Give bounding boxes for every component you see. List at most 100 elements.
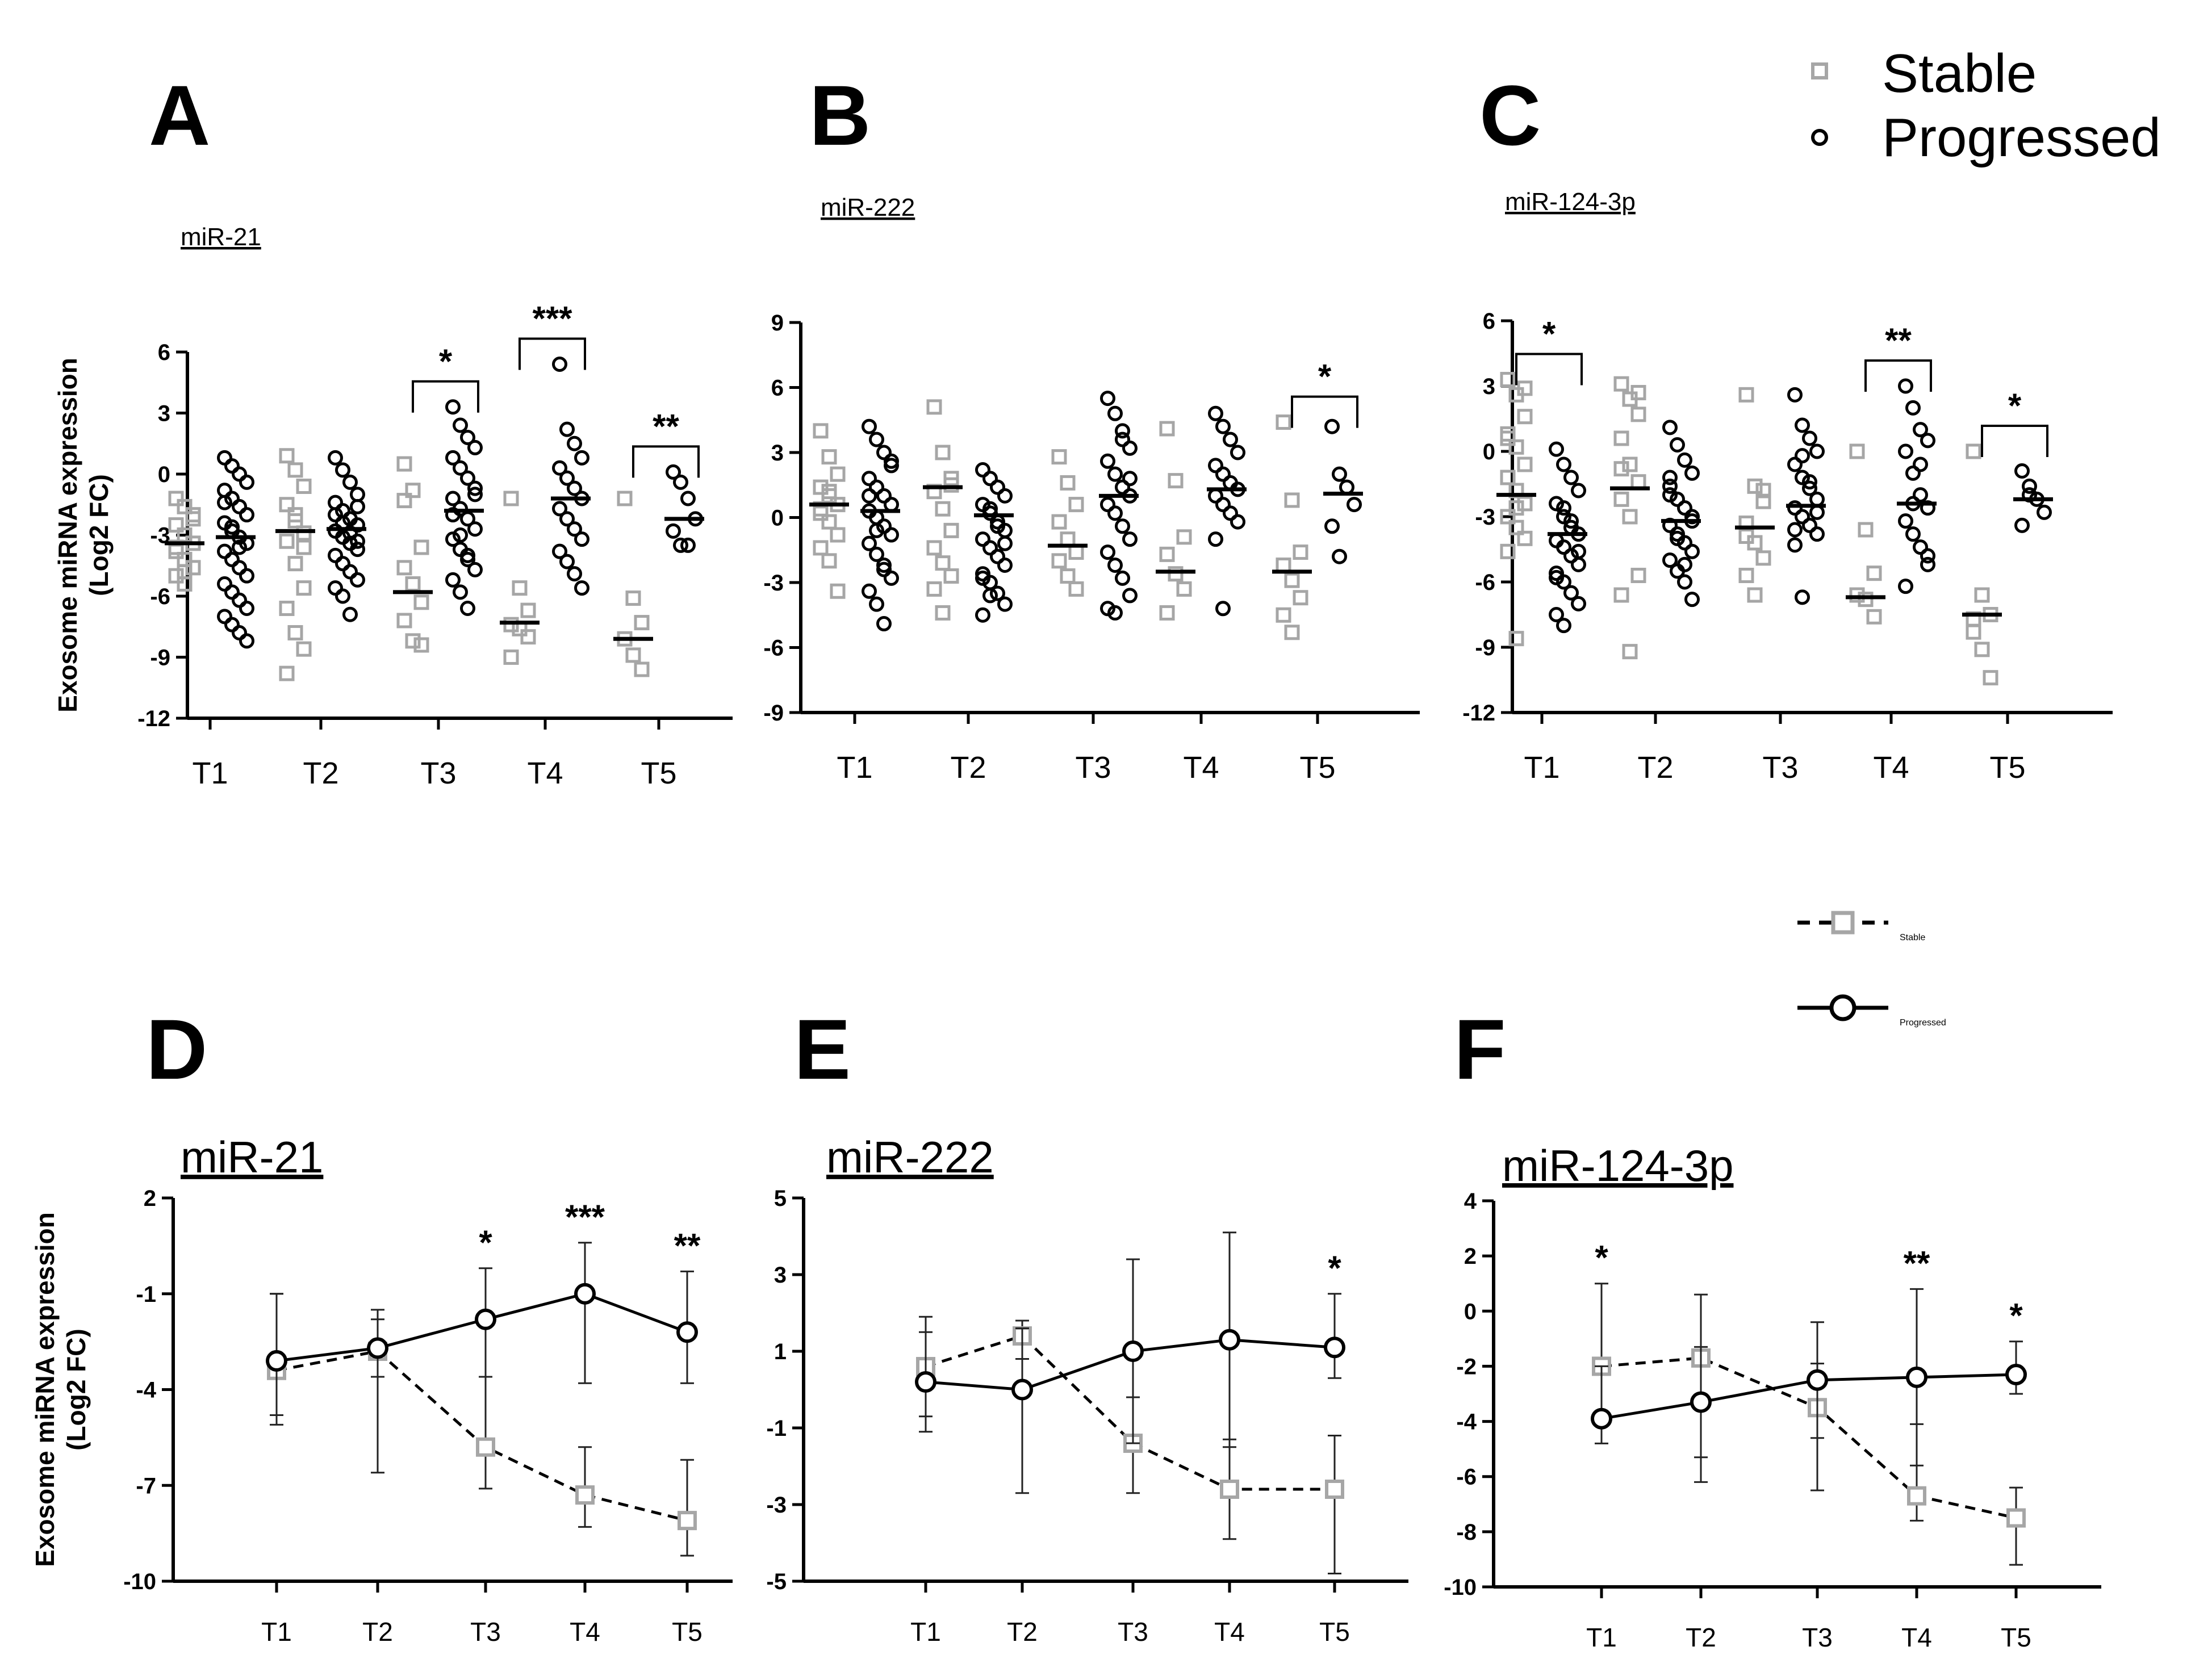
point-progressed <box>1684 592 1700 608</box>
point-progressed <box>876 488 892 504</box>
point-progressed <box>1662 470 1678 485</box>
point-progressed <box>335 462 350 478</box>
point-stable <box>1849 443 1865 459</box>
point-progressed <box>574 531 589 547</box>
y-tick-label: -12 <box>1462 701 1495 726</box>
point-stable <box>1060 531 1076 547</box>
point-progressed <box>559 511 575 527</box>
point-stable <box>1276 557 1291 573</box>
point-stable <box>512 580 528 596</box>
point-progressed <box>1208 458 1223 474</box>
point-progressed <box>467 439 483 455</box>
point-stable <box>1500 372 1516 387</box>
point-stable <box>821 449 837 465</box>
point-progressed <box>552 543 567 559</box>
point-stable <box>177 564 193 580</box>
x-tick-label: T1 <box>837 751 872 785</box>
point-progressed <box>1684 465 1700 481</box>
point-stable <box>1613 461 1629 477</box>
y-tick-label: 5 <box>774 1186 787 1211</box>
point-progressed <box>445 491 461 506</box>
x-tick-label: T5 <box>1989 751 2025 785</box>
point-progressed <box>232 539 247 555</box>
point-stable <box>1517 380 1533 396</box>
y-tick-label: -6 <box>150 584 170 609</box>
point-progressed <box>1563 470 1579 485</box>
point-stable <box>287 625 303 640</box>
y-tick-label: 9 <box>771 311 784 336</box>
point-stable <box>1738 568 1754 583</box>
point-stable <box>168 539 184 555</box>
point-stable <box>279 448 295 464</box>
point-stable <box>396 560 412 576</box>
point-progressed <box>350 533 365 549</box>
point-progressed <box>453 584 468 600</box>
point-progressed <box>350 572 365 588</box>
point-progressed <box>1230 445 1245 460</box>
point-progressed <box>876 445 892 460</box>
point-progressed <box>982 471 998 487</box>
point-progressed <box>869 596 884 612</box>
x-tick-label: T1 <box>192 756 228 790</box>
marker-progressed <box>1011 1379 1033 1401</box>
significance-label: * <box>1328 1249 1341 1287</box>
point-progressed <box>1332 548 1347 564</box>
point-progressed <box>1215 418 1231 434</box>
point-stable <box>1168 566 1184 582</box>
point-progressed <box>1809 526 1825 542</box>
point-progressed <box>1787 522 1803 538</box>
point-progressed <box>1809 443 1825 459</box>
point-stable <box>617 491 633 506</box>
x-tick-label: T3 <box>1802 1623 1833 1652</box>
x-tick-label: T2 <box>1007 1617 1038 1647</box>
x-tick-label: T3 <box>1118 1617 1148 1647</box>
y-tick-label: -3 <box>1475 505 1495 530</box>
point-stable <box>1176 529 1192 545</box>
y-tick-label: 0 <box>158 462 170 487</box>
point-progressed <box>1100 544 1115 560</box>
point-progressed <box>666 523 681 539</box>
point-progressed <box>1115 479 1130 495</box>
point-progressed <box>1809 491 1825 507</box>
legend-bottom-stable-marker <box>1831 911 1855 935</box>
point-stable <box>503 650 519 665</box>
point-stable <box>634 615 650 631</box>
point-progressed <box>1122 440 1138 456</box>
panel-letter-d: D <box>146 1002 207 1097</box>
point-stable <box>1755 550 1771 566</box>
y-tick-label: -10 <box>1444 1575 1477 1600</box>
point-progressed <box>1662 552 1678 568</box>
y-tick-label: 0 <box>1483 439 1495 464</box>
y-tick-label: 3 <box>158 401 170 426</box>
point-progressed <box>990 518 1005 534</box>
point-progressed <box>460 601 475 616</box>
point-stable <box>1849 587 1865 603</box>
x-tick-label: T2 <box>950 751 986 785</box>
point-progressed <box>559 554 575 569</box>
point-progressed <box>460 547 475 563</box>
y-tick-label: -4 <box>1456 1410 1477 1435</box>
point-stable <box>168 491 184 506</box>
panel-letter-e: E <box>794 1002 851 1097</box>
point-stable <box>1159 421 1175 437</box>
x-tick-label: T1 <box>1524 751 1559 785</box>
point-progressed <box>862 488 877 504</box>
point-progressed <box>884 527 899 543</box>
point-progressed <box>567 480 582 496</box>
point-stable <box>1276 414 1291 430</box>
point-stable <box>177 498 193 514</box>
point-stable <box>1630 407 1646 422</box>
point-stable <box>1517 530 1533 546</box>
x-tick-label: T4 <box>1214 1617 1245 1647</box>
point-stable <box>1284 625 1300 640</box>
x-tick-label: T5 <box>2001 1623 2031 1652</box>
point-progressed <box>876 562 892 577</box>
point-progressed <box>1898 513 1913 529</box>
marker-stable <box>678 1511 697 1531</box>
point-progressed <box>232 625 247 640</box>
y-tick-label: 6 <box>771 376 784 401</box>
point-progressed <box>975 462 990 478</box>
y-tick-label: -3 <box>763 571 784 596</box>
point-progressed <box>350 498 365 514</box>
point-progressed <box>445 450 461 466</box>
